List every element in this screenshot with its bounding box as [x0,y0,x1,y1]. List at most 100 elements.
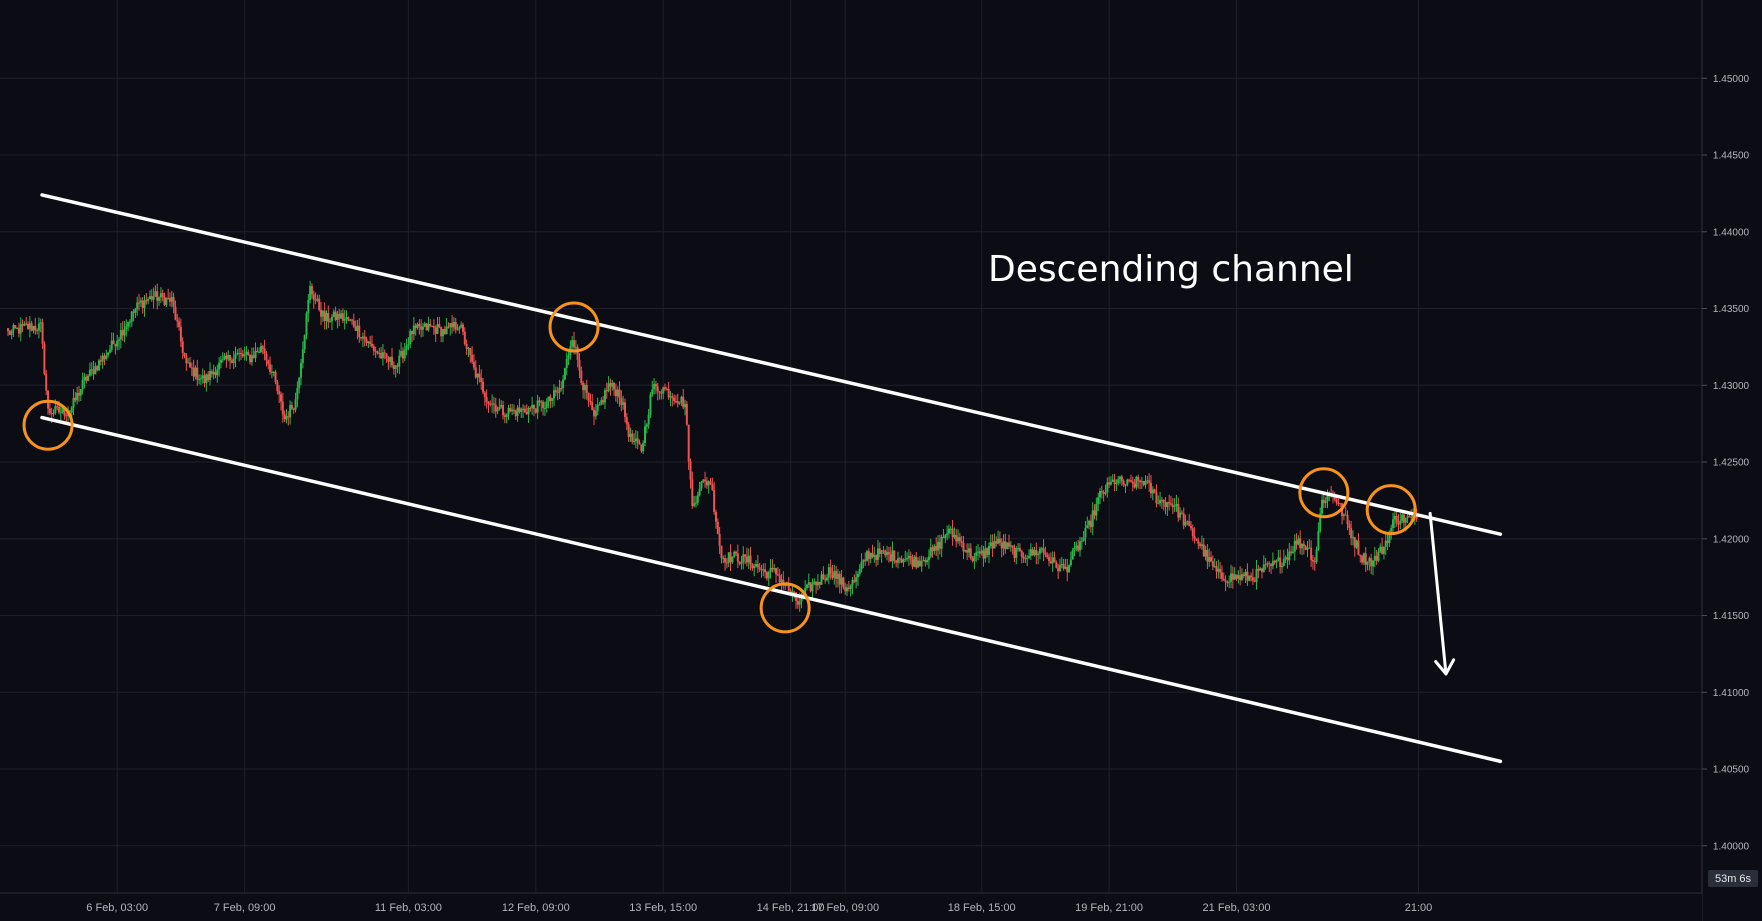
candle [816,574,819,591]
candle-body [136,302,139,310]
candle-body [1078,541,1081,551]
candle-body [1392,519,1395,528]
candle [829,559,832,580]
candle [108,345,111,354]
candle-body [1342,514,1345,517]
candle [216,364,219,383]
candle [156,283,159,310]
candle-body [667,388,670,398]
candle-body [995,541,998,544]
candle [88,362,91,377]
candle [676,393,679,408]
candle-body [818,581,821,585]
candle-body [181,341,184,354]
candle-body [152,296,155,300]
candle-body [664,387,667,389]
candle [1366,561,1369,571]
candle [753,563,756,577]
candle-body [736,553,739,562]
candle [452,317,455,332]
candle [1290,545,1293,556]
candle [325,310,328,330]
candle [607,376,610,393]
candle-body [598,404,601,406]
candle-body [1202,544,1205,557]
candle [229,354,232,370]
candle-body [860,561,863,570]
candle [951,519,954,546]
candle-body [369,341,372,345]
candle-body [562,379,565,389]
candle [1235,574,1238,581]
candle-body [28,323,31,329]
candle-body [1013,547,1016,558]
candle-body [833,570,836,578]
candle-body [1368,558,1371,562]
candle [875,554,878,567]
candle [1279,549,1282,574]
candle-body [1248,575,1251,581]
candle-body [907,555,910,559]
candle-body [147,298,150,301]
candle [398,349,401,375]
candle-body [735,551,737,554]
candle-body [94,366,97,375]
candle-body [323,310,326,322]
candle [196,359,199,386]
candle-body [804,587,807,595]
candle [252,347,255,359]
candle-body [376,351,379,354]
candle [1188,514,1191,527]
candle [1086,516,1089,529]
candle [622,395,625,410]
candle [1288,542,1291,565]
candle-body [108,349,111,353]
candle-body [8,331,11,335]
candle-body [154,291,157,297]
candle-body [57,406,60,413]
candle [294,392,297,413]
candle-body [900,558,903,563]
candle-body [1379,546,1382,552]
candle [807,573,810,588]
candle [434,325,437,343]
candle-body [474,367,477,378]
candle [114,343,117,355]
candle-body [432,325,435,328]
candle [920,555,923,572]
time-axis[interactable]: 6 Feb, 03:00 7 Feb, 09:00 11 Feb, 03:00 12 … [0,892,1702,921]
candle [667,381,670,400]
candle-body [1095,503,1098,516]
candle [1210,551,1213,563]
candle-body [1091,510,1094,528]
candle [838,571,841,594]
candle-body [582,382,585,391]
candle [1359,554,1362,563]
candle-body [447,326,450,328]
candle-body [443,329,446,335]
candle-body [700,481,703,489]
candle-body [505,414,508,418]
candle-body [769,567,772,572]
candle [218,357,221,377]
candle [1066,559,1069,582]
candle-body [623,402,626,418]
candle-body [580,370,583,383]
candle-body [851,580,854,586]
candle-body [1015,548,1018,558]
candle-body [518,407,521,412]
candle [492,396,495,414]
candle [316,294,319,303]
candle [716,518,719,535]
price-axis[interactable]: 1.450001.445001.440001.435001.430001.425… [1701,0,1762,921]
candle [927,549,930,569]
annotation-label: Descending channel [988,249,1354,290]
candle [776,567,779,576]
candle [1351,530,1354,546]
candle-body [221,359,224,361]
candle-body [1290,551,1293,553]
candle [895,560,898,568]
candle-body [638,442,641,445]
candle [642,440,645,454]
candle [1382,546,1385,560]
